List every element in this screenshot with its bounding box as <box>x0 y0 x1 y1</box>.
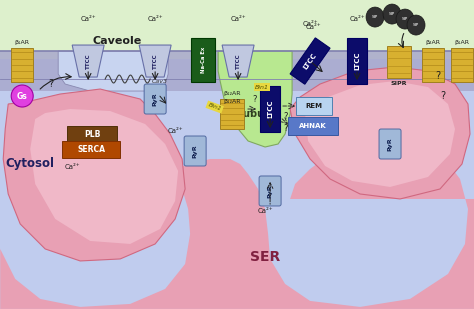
Text: SIP: SIP <box>372 15 378 19</box>
Text: LTCC: LTCC <box>354 52 360 70</box>
Text: β₁₂AR: β₁₂AR <box>223 99 241 104</box>
Text: Caveole: Caveole <box>92 36 142 46</box>
Text: TTCC: TTCC <box>86 53 91 69</box>
Text: Cytosol: Cytosol <box>6 158 55 171</box>
Text: Cav3: Cav3 <box>152 78 168 83</box>
Bar <box>0 59 474 309</box>
Bar <box>0 51 474 91</box>
Text: Ca²⁺: Ca²⁺ <box>349 16 365 22</box>
FancyBboxPatch shape <box>387 46 411 78</box>
FancyBboxPatch shape <box>11 48 33 82</box>
Text: Ca²⁺: Ca²⁺ <box>257 208 273 214</box>
FancyBboxPatch shape <box>67 126 117 142</box>
Text: REM: REM <box>306 103 323 109</box>
Bar <box>0 0 474 59</box>
Text: Bin1: Bin1 <box>255 85 269 90</box>
Text: Ca²⁺: Ca²⁺ <box>230 16 246 22</box>
Text: PLB: PLB <box>84 129 100 138</box>
FancyBboxPatch shape <box>191 38 215 82</box>
Text: ?: ? <box>48 79 53 89</box>
Polygon shape <box>0 139 474 309</box>
FancyBboxPatch shape <box>260 86 280 132</box>
Text: SIPR: SIPR <box>391 81 407 86</box>
Text: SER: SER <box>250 250 280 264</box>
FancyBboxPatch shape <box>379 129 401 159</box>
Text: Gs: Gs <box>17 91 27 100</box>
FancyBboxPatch shape <box>259 176 281 206</box>
FancyBboxPatch shape <box>451 48 473 82</box>
Text: SIP: SIP <box>413 23 419 27</box>
Text: Ca²⁺: Ca²⁺ <box>305 24 321 30</box>
FancyBboxPatch shape <box>296 97 332 115</box>
Text: ?: ? <box>283 124 288 133</box>
FancyBboxPatch shape <box>288 117 338 135</box>
FancyBboxPatch shape <box>184 136 206 166</box>
Text: RyR: RyR <box>153 92 158 106</box>
Text: SERCA: SERCA <box>77 145 105 154</box>
Text: Ca²⁺: Ca²⁺ <box>147 16 163 22</box>
Text: Ca²⁺: Ca²⁺ <box>81 16 96 22</box>
Polygon shape <box>139 45 171 77</box>
Text: TTCC: TTCC <box>153 53 158 69</box>
Polygon shape <box>290 38 330 84</box>
Text: ?: ? <box>435 71 440 81</box>
FancyBboxPatch shape <box>144 84 166 114</box>
Ellipse shape <box>407 15 425 35</box>
Text: Ca²⁺: Ca²⁺ <box>64 164 80 170</box>
Text: TTCC: TTCC <box>236 53 241 69</box>
Text: ?: ? <box>283 112 288 121</box>
Polygon shape <box>3 89 185 261</box>
Text: β₂AR: β₂AR <box>426 40 440 45</box>
FancyBboxPatch shape <box>220 99 244 129</box>
Text: LTCC: LTCC <box>267 100 273 118</box>
Text: ?: ? <box>252 95 256 104</box>
Text: SIP: SIP <box>389 12 395 16</box>
Text: β₁₂AR: β₁₂AR <box>223 91 241 96</box>
Text: RyR: RyR <box>268 184 273 198</box>
Polygon shape <box>72 45 104 77</box>
Text: Bin1: Bin1 <box>207 102 222 112</box>
Text: RyR: RyR <box>388 137 392 151</box>
Ellipse shape <box>11 85 33 107</box>
Polygon shape <box>58 51 168 91</box>
Polygon shape <box>222 45 254 77</box>
Ellipse shape <box>396 9 414 29</box>
Text: AHNAK: AHNAK <box>299 123 327 129</box>
FancyBboxPatch shape <box>62 141 120 158</box>
Text: β₁AR: β₁AR <box>15 40 30 45</box>
Text: Ca²⁺: Ca²⁺ <box>302 21 318 27</box>
Text: T-tubule: T-tubule <box>229 109 275 119</box>
FancyBboxPatch shape <box>347 38 367 84</box>
Polygon shape <box>290 67 470 199</box>
Text: LTCC: LTCC <box>302 52 318 70</box>
Polygon shape <box>30 109 178 244</box>
Polygon shape <box>305 81 455 187</box>
Text: ?: ? <box>440 91 445 101</box>
Ellipse shape <box>366 7 384 27</box>
Text: Ca²⁺: Ca²⁺ <box>167 128 183 134</box>
Text: β₁AR: β₁AR <box>455 40 470 45</box>
Text: SIP: SIP <box>402 17 408 21</box>
Text: RyR: RyR <box>192 144 198 158</box>
Text: Na-Ca Ex: Na-Ca Ex <box>201 47 206 73</box>
FancyBboxPatch shape <box>422 48 444 82</box>
Polygon shape <box>218 51 292 147</box>
Ellipse shape <box>383 4 401 24</box>
